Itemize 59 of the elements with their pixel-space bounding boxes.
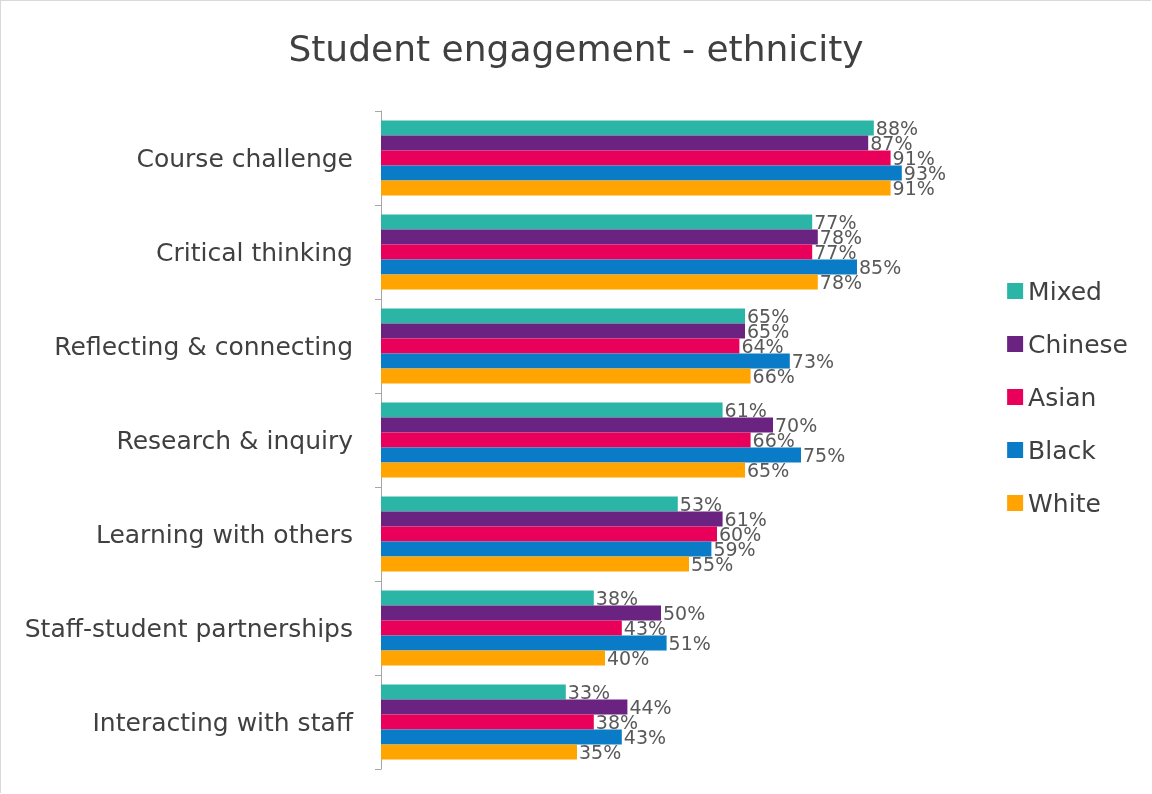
legend-label: Mixed	[1028, 276, 1102, 306]
data-label: 65%	[747, 459, 790, 482]
bar	[381, 323, 745, 339]
data-label: 38%	[595, 586, 639, 609]
bar	[381, 214, 813, 230]
bar	[381, 120, 874, 136]
bar	[381, 338, 740, 354]
bar	[381, 462, 745, 478]
bar	[381, 511, 723, 527]
bar	[381, 353, 790, 369]
bar	[381, 150, 891, 166]
bar	[381, 135, 869, 151]
bar	[381, 274, 818, 290]
bar	[381, 432, 751, 448]
bar	[381, 447, 801, 463]
legend-label: White	[1028, 488, 1101, 518]
bar	[381, 165, 902, 181]
bar	[381, 229, 818, 245]
data-label: 61%	[724, 398, 767, 421]
legend-label: Chinese	[1028, 329, 1129, 359]
bar	[381, 541, 712, 557]
bar	[381, 605, 661, 621]
y-tick-label: Research & inquiry	[116, 425, 354, 455]
y-tick-label: Reflecting & connecting	[54, 331, 353, 361]
data-label: 35%	[579, 741, 622, 764]
data-label: 40%	[607, 647, 650, 670]
bar	[381, 684, 566, 700]
bar	[381, 402, 723, 418]
bar	[381, 496, 678, 512]
bar	[381, 729, 622, 745]
data-label: 51%	[668, 632, 711, 655]
y-tick-label: Staff-student partnerships	[24, 613, 353, 643]
bar	[381, 308, 745, 324]
bar	[381, 714, 594, 730]
chart-title: Student engagement - ethnicity	[288, 27, 864, 69]
y-tick-label: Learning with others	[95, 519, 353, 549]
legend-label: Asian	[1028, 382, 1097, 412]
bar	[381, 650, 605, 666]
bar	[381, 556, 689, 572]
bar	[381, 259, 857, 275]
y-tick-label: Interacting with staff	[92, 707, 354, 737]
data-label: 75%	[803, 444, 846, 467]
bar	[381, 180, 891, 196]
y-tick-label: Critical thinking	[156, 237, 353, 267]
bar	[381, 744, 577, 760]
bar	[381, 368, 751, 384]
data-label: 33%	[567, 680, 611, 703]
legend-label: Black	[1028, 435, 1097, 465]
bar	[381, 417, 773, 433]
bar	[381, 526, 717, 542]
bar	[381, 620, 622, 636]
bar	[381, 590, 594, 606]
data-label: 50%	[663, 601, 706, 624]
y-tick-label: Course challenge	[136, 143, 353, 173]
data-label: 53%	[679, 492, 723, 515]
bar	[381, 635, 667, 651]
bar	[381, 244, 813, 260]
bar	[381, 699, 628, 715]
data-label: 85%	[859, 256, 902, 279]
